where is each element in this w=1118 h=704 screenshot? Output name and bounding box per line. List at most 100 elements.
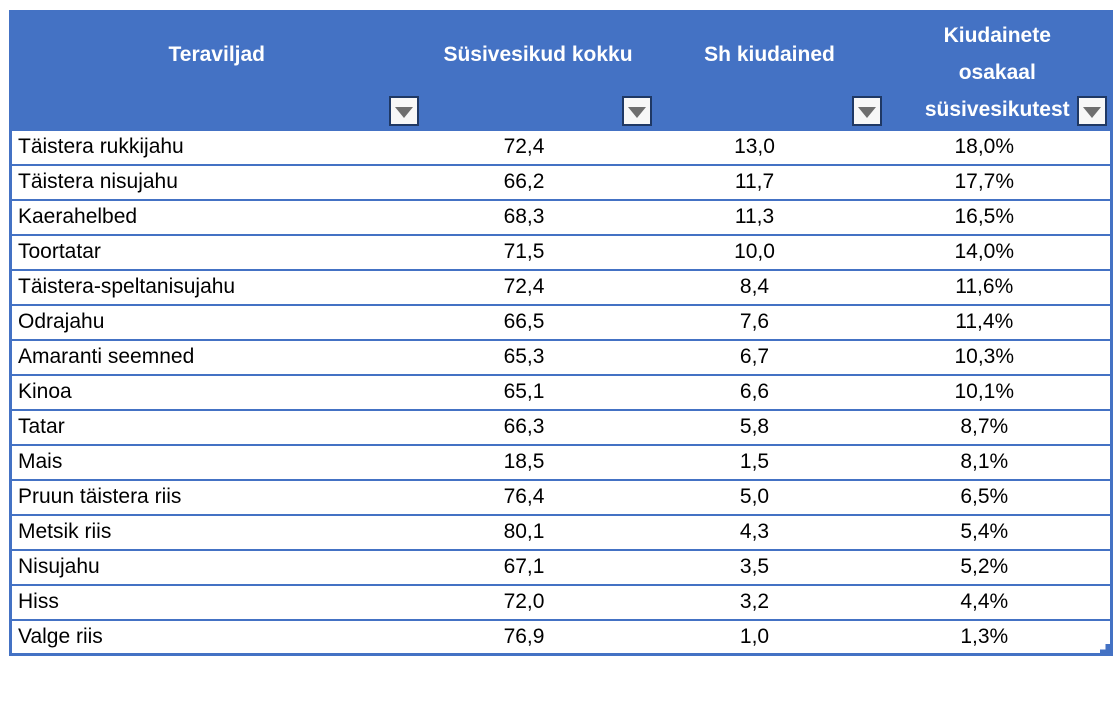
header-cell-sh-kiudained[interactable]: Sh kiudained [654,11,885,130]
table-row: Täistera-speltanisujahu 72,4 8,4 11,6% [10,268,1112,305]
table-row: Kaerahelbed 68,3 11,3 16,5% [10,198,1112,235]
header-cell-kiudainete-osakaal[interactable]: Kiudainete osakaal süsivesikutest [884,11,1112,130]
share-cell[interactable]: 11,6% [884,268,1112,305]
carbs-cell[interactable]: 72,4 [421,128,655,165]
carbs-cell[interactable]: 66,5 [421,303,655,340]
header-cell-susivesikud-kokku[interactable]: Süsivesikud kokku [421,11,655,130]
carbs-cell[interactable]: 68,3 [421,198,655,235]
fiber-cell[interactable]: 1,5 [654,443,885,480]
filter-button-teraviljad[interactable] [388,95,419,126]
table-row: Mais 18,5 1,5 8,1% [10,443,1112,480]
header-cell-teraviljad[interactable]: Teraviljad [10,11,422,130]
fiber-cell[interactable]: 5,8 [654,408,885,445]
grain-name-cell[interactable]: Hiss [10,583,422,620]
grain-name-cell[interactable]: Täistera nisujahu [10,163,422,200]
table-row: Tatar 66,3 5,8 8,7% [10,408,1112,445]
share-cell[interactable]: 1,3% [884,618,1112,655]
table-row: Hiss 72,0 3,2 4,4% [10,583,1112,620]
carbs-cell[interactable]: 66,3 [421,408,655,445]
table-body: Täistera rukkijahu 72,4 13,0 18,0% Täist… [10,128,1112,655]
filter-button-susivesikud[interactable] [621,95,652,126]
grain-name-cell[interactable]: Amaranti seemned [10,338,422,375]
fiber-cell[interactable]: 11,7 [654,163,885,200]
fiber-cell[interactable]: 11,3 [654,198,885,235]
filter-button-kiudained[interactable] [851,95,882,126]
carbs-cell[interactable]: 72,0 [421,583,655,620]
header-row: Teraviljad Süsivesikud kokku Sh kiudaine… [10,11,1112,130]
fiber-cell[interactable]: 4,3 [654,513,885,550]
share-cell[interactable]: 10,1% [884,373,1112,410]
grain-name-cell[interactable]: Mais [10,443,422,480]
share-cell[interactable]: 10,3% [884,338,1112,375]
share-cell[interactable]: 8,7% [884,408,1112,445]
fiber-cell[interactable]: 6,7 [654,338,885,375]
fiber-cell[interactable]: 7,6 [654,303,885,340]
carbs-cell[interactable]: 18,5 [421,443,655,480]
spreadsheet-table-container: Teraviljad Süsivesikud kokku Sh kiudaine… [9,10,1113,656]
carbs-cell[interactable]: 66,2 [421,163,655,200]
fiber-cell[interactable]: 6,6 [654,373,885,410]
grain-name-cell[interactable]: Metsik riis [10,513,422,550]
header-line-3: süsivesikutest [924,98,1070,122]
grain-name-cell[interactable]: Valge riis [10,618,422,655]
fiber-cell[interactable]: 13,0 [654,128,885,165]
carbs-cell[interactable]: 76,4 [421,478,655,515]
chevron-down-icon [627,106,646,118]
grain-name-cell[interactable]: Tatar [10,408,422,445]
share-cell[interactable]: 11,4% [884,303,1112,340]
chevron-down-icon [1083,106,1101,118]
chevron-down-icon [857,106,876,118]
column-header-label: Süsivesikud kokku [443,42,633,66]
fiber-cell[interactable]: 3,2 [654,583,885,620]
carbs-cell[interactable]: 65,1 [421,373,655,410]
carbs-cell[interactable]: 76,9 [421,618,655,655]
table-row: Odrajahu 66,5 7,6 11,4% [10,303,1112,340]
share-cell[interactable]: 8,1% [884,443,1112,480]
fiber-cell[interactable]: 10,0 [654,233,885,270]
table-row: Kinoa 65,1 6,6 10,1% [10,373,1112,410]
data-table: Teraviljad Süsivesikud kokku Sh kiudaine… [9,10,1113,656]
grain-name-cell[interactable]: Odrajahu [10,303,422,340]
table-row: Toortatar 71,5 10,0 14,0% [10,233,1112,270]
grain-name-cell[interactable]: Pruun täistera riis [10,478,422,515]
share-cell[interactable]: 5,4% [884,513,1112,550]
column-header-label: Kiudainete osakaal süsivesikutest [885,17,1111,129]
share-cell[interactable]: 14,0% [884,233,1112,270]
table-row: Täistera rukkijahu 72,4 13,0 18,0% [10,128,1112,165]
share-cell[interactable]: 16,5% [884,198,1112,235]
fiber-cell[interactable]: 1,0 [654,618,885,655]
carbs-cell[interactable]: 65,3 [421,338,655,375]
fiber-cell[interactable]: 5,0 [654,478,885,515]
table-row: Täistera nisujahu 66,2 11,7 17,7% [10,163,1112,200]
carbs-cell[interactable]: 71,5 [421,233,655,270]
fiber-cell[interactable]: 8,4 [654,268,885,305]
grain-name-cell[interactable]: Kinoa [10,373,422,410]
table-resize-handle[interactable] [1100,644,1111,655]
column-header-label: Sh kiudained [704,42,835,66]
carbs-cell[interactable]: 67,1 [421,548,655,585]
grain-name-cell[interactable]: Täistera-speltanisujahu [10,268,422,305]
chevron-down-icon [394,106,413,118]
filter-button-osakaal[interactable] [1077,95,1107,126]
share-cell[interactable]: 18,0% [884,128,1112,165]
fiber-cell[interactable]: 3,5 [654,548,885,585]
share-cell[interactable]: 6,5% [884,478,1112,515]
grain-name-cell[interactable]: Nisujahu [10,548,422,585]
header-line-2: osakaal [958,61,1036,85]
share-cell[interactable]: 5,2% [884,548,1112,585]
header-line-1: Kiudainete [943,24,1051,48]
table-row: Metsik riis 80,1 4,3 5,4% [10,513,1112,550]
table-row: Pruun täistera riis 76,4 5,0 6,5% [10,478,1112,515]
column-header-label: Teraviljad [168,42,266,66]
carbs-cell[interactable]: 72,4 [421,268,655,305]
carbs-cell[interactable]: 80,1 [421,513,655,550]
table-row: Valge riis 76,9 1,0 1,3% [10,618,1112,655]
table-row: Nisujahu 67,1 3,5 5,2% [10,548,1112,585]
grain-name-cell[interactable]: Täistera rukkijahu [10,128,422,165]
table-header: Teraviljad Süsivesikud kokku Sh kiudaine… [10,11,1112,130]
grain-name-cell[interactable]: Toortatar [10,233,422,270]
grain-name-cell[interactable]: Kaerahelbed [10,198,422,235]
table-row: Amaranti seemned 65,3 6,7 10,3% [10,338,1112,375]
share-cell[interactable]: 17,7% [884,163,1112,200]
share-cell[interactable]: 4,4% [884,583,1112,620]
